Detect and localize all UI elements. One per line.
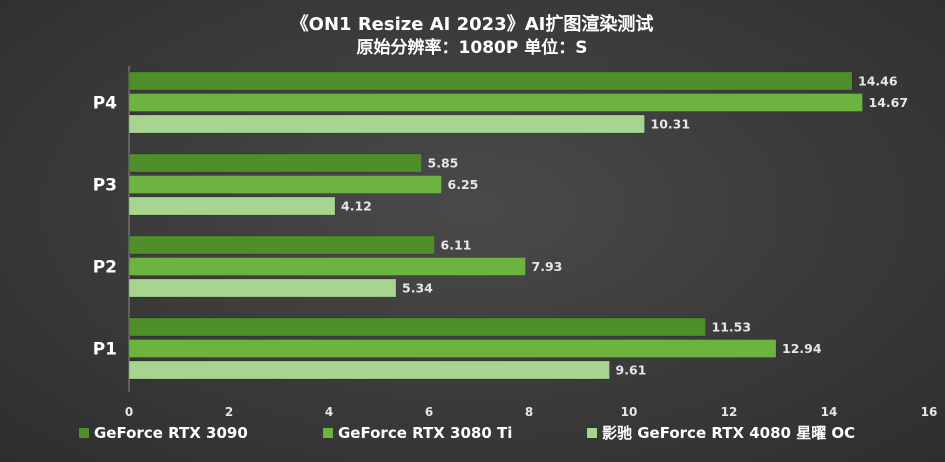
category-label-p1: P1: [93, 340, 117, 360]
bar-p3-series-1: [128, 153, 422, 173]
x-tick-label-16: 16: [921, 405, 938, 419]
value-label-p2-series-1: 6.11: [441, 238, 472, 253]
legend-swatch-series-1: [79, 428, 89, 438]
legend-swatch-series-3: [587, 428, 597, 438]
x-axis-tick-labels: 0 2 4 6 8 10 12 14 16: [125, 405, 938, 419]
value-label-p2-series-2: 7.93: [532, 259, 563, 274]
bar-p4-series-1: [128, 71, 853, 91]
value-label-p4-series-3: 10.31: [651, 117, 691, 132]
value-label-p4-series-1: 14.46: [858, 74, 898, 89]
category-label-p4: P4: [93, 94, 117, 114]
x-tick-label-2: 2: [225, 405, 233, 419]
legend-label-series-3: 影驰 GeForce RTX 4080 星曜 OC: [602, 424, 855, 442]
x-tick-label-4: 4: [325, 405, 333, 419]
x-tick-label-6: 6: [425, 405, 433, 419]
x-tick-label-8: 8: [525, 405, 533, 419]
value-label-p3-series-3: 4.12: [341, 199, 372, 214]
chart-title: 《ON1 Resize AI 2023》AI扩图渲染测试: [291, 13, 654, 35]
bar-p3-series-2: [128, 175, 442, 194]
value-label-p3-series-2: 6.25: [448, 177, 479, 192]
value-label-p1-series-3: 9.61: [616, 363, 647, 378]
bar-p2-series-1: [128, 235, 435, 255]
bar-p3-series-3: [128, 196, 336, 216]
legend-swatch-series-2: [323, 428, 333, 438]
category-label-p3: P3: [93, 176, 117, 196]
bar-p1-series-2: [128, 339, 777, 358]
chart-subtitle: 原始分辨率：1080P 单位：S: [357, 37, 588, 58]
legend-label-series-2: GeForce RTX 3080 Ti: [338, 424, 512, 442]
legend-label-series-1: GeForce RTX 3090: [94, 424, 248, 442]
value-label-p1-series-1: 11.53: [712, 320, 752, 335]
legend: GeForce RTX 3090 GeForce RTX 3080 Ti 影驰 Ge…: [79, 424, 855, 442]
x-tick-label-12: 12: [721, 405, 738, 419]
category-labels: P4 P3 P2 P1: [93, 94, 117, 360]
x-tick-label-10: 10: [621, 405, 638, 419]
bar-p2-series-2: [128, 257, 526, 276]
bar-p2-series-3: [128, 278, 397, 298]
value-label-p3-series-1: 5.85: [428, 156, 459, 171]
category-label-p2: P2: [93, 258, 117, 278]
bar-p1-series-3: [128, 360, 610, 380]
bar-p4-series-2: [128, 93, 863, 112]
x-tick-label-0: 0: [125, 405, 133, 419]
value-label-p2-series-3: 5.34: [402, 281, 433, 296]
value-label-p1-series-2: 12.94: [782, 341, 822, 356]
bar-p4-series-3: [128, 114, 645, 134]
bar-p1-series-1: [128, 317, 706, 337]
bars-layer: 14.46 14.67 10.31 5.85 6.25 4.12 6.11 7.93 5.34 1…: [128, 71, 909, 380]
x-tick-label-14: 14: [821, 405, 838, 419]
value-label-p4-series-2: 14.67: [869, 95, 909, 110]
